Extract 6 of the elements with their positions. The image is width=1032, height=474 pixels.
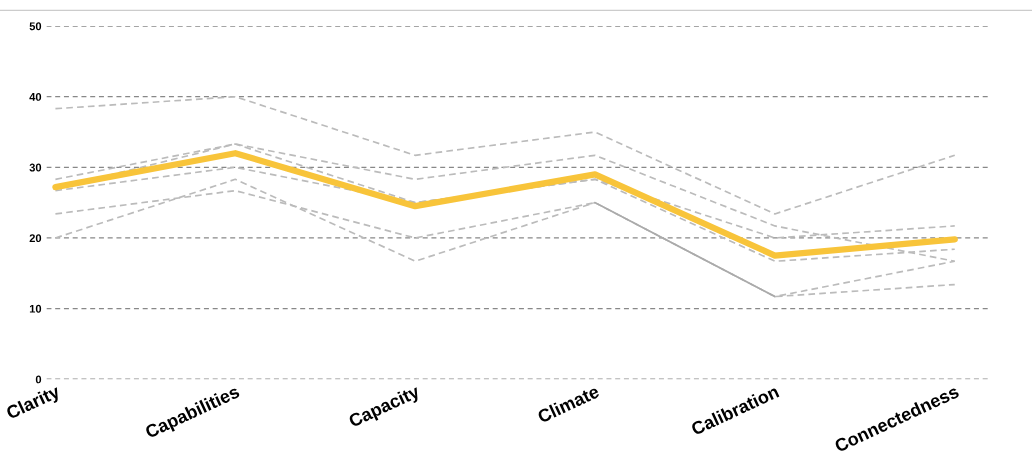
y-tick-label: 50	[29, 22, 42, 31]
y-tick-label: 0	[35, 375, 42, 384]
y-tick-label: 10	[29, 304, 42, 313]
y-tick-label: 30	[29, 163, 42, 172]
y-tick-label: 40	[29, 92, 42, 101]
y-tick-label: 20	[29, 234, 42, 243]
